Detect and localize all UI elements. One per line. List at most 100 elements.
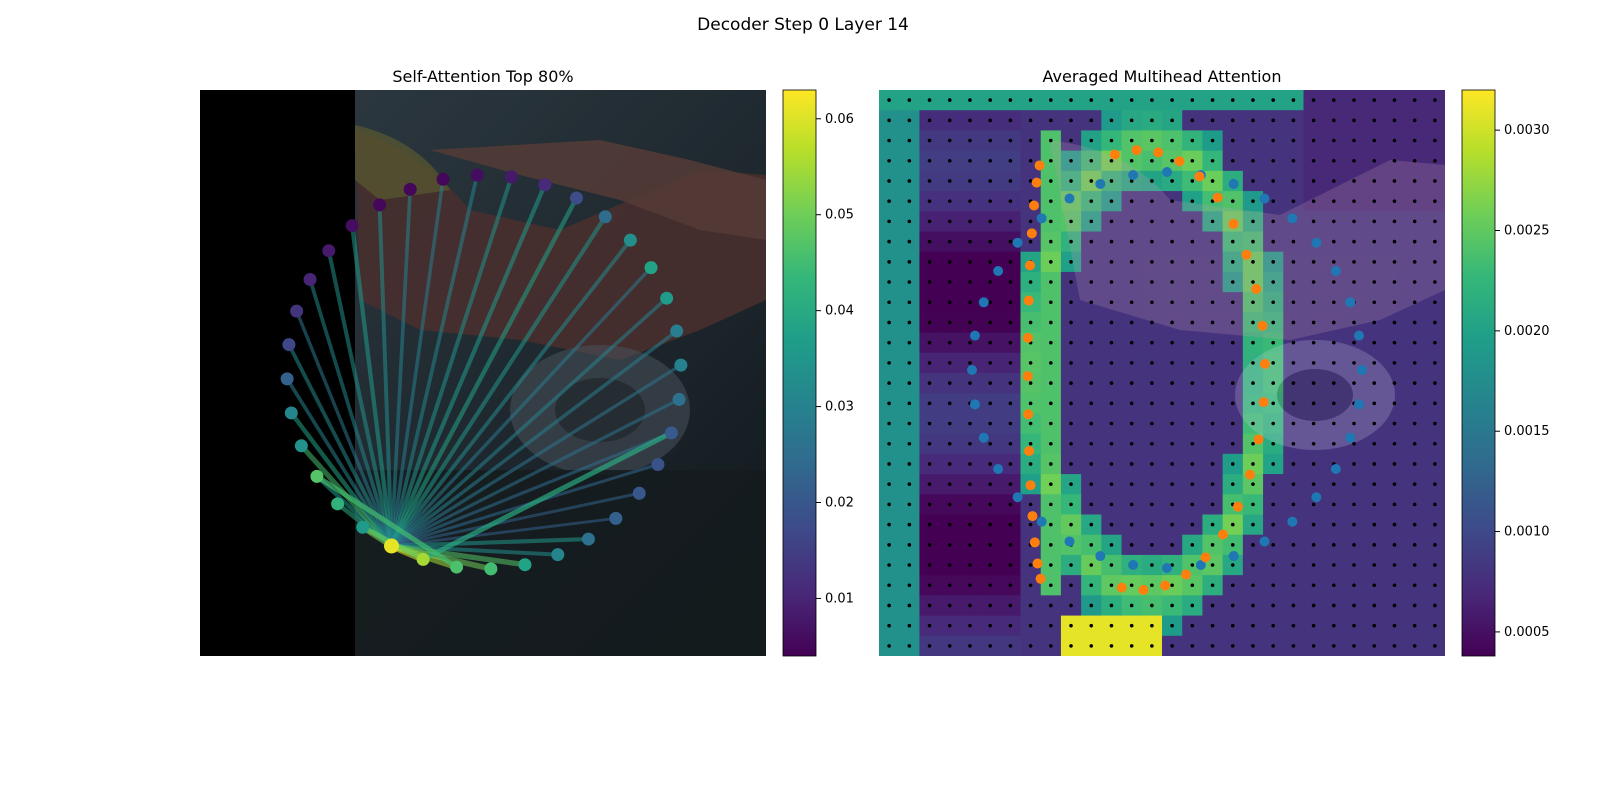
grid-dot xyxy=(1109,340,1114,345)
grid-dot xyxy=(1392,421,1397,426)
grid-dot xyxy=(1251,280,1255,284)
grid-dot xyxy=(1433,138,1437,143)
grid-dot xyxy=(1392,401,1397,406)
grid-dot xyxy=(1170,300,1174,305)
grid-dot xyxy=(1352,239,1356,244)
grid-dot xyxy=(907,502,912,507)
orange-point xyxy=(1116,582,1127,593)
grid-dot xyxy=(1109,543,1114,547)
grid-dot xyxy=(1109,138,1114,143)
grid-dot xyxy=(887,138,891,143)
grid-dot xyxy=(1008,199,1013,203)
grid-dot xyxy=(1028,644,1033,648)
grid-dot xyxy=(947,340,952,345)
grid-dot xyxy=(968,280,972,284)
grid-dot xyxy=(947,260,952,264)
grid-dot xyxy=(1109,603,1114,608)
grid-dot xyxy=(1069,280,1073,284)
grid-dot xyxy=(1251,340,1255,345)
grid-dot xyxy=(1291,401,1296,406)
grid-dot xyxy=(1230,462,1235,466)
grid-dot xyxy=(1170,179,1174,183)
orange-point xyxy=(1035,573,1046,584)
grid-dot xyxy=(1129,462,1134,466)
grid-dot xyxy=(1049,320,1053,325)
grid-dot xyxy=(968,462,972,466)
grid-dot xyxy=(1311,401,1316,406)
grid-dot xyxy=(988,239,992,244)
grid-dot xyxy=(968,320,972,325)
grid-dot xyxy=(1412,320,1417,325)
grid-dot xyxy=(1190,260,1195,264)
grid-dot xyxy=(1008,340,1013,345)
grid-dot xyxy=(1412,462,1417,466)
grid-dot xyxy=(1089,522,1094,527)
grid-dot xyxy=(1271,543,1275,547)
grid-dot xyxy=(1311,158,1316,163)
grid-dot xyxy=(1352,563,1356,567)
colorbar-tick-label: 0.0020 xyxy=(1504,324,1550,339)
grid-dot xyxy=(1251,138,1255,143)
grid-dot xyxy=(1049,138,1053,143)
grid-dot xyxy=(1049,361,1053,365)
grid-dot xyxy=(1433,158,1437,163)
grid-dot xyxy=(1271,381,1275,385)
grid-dot xyxy=(1190,98,1195,102)
grid-dot xyxy=(1311,260,1316,264)
grid-dot xyxy=(1372,583,1377,588)
grid-dot xyxy=(1190,340,1195,345)
grid-dot xyxy=(1170,502,1174,507)
grid-dot xyxy=(1352,381,1356,385)
grid-dot xyxy=(1352,179,1356,183)
grid-dot xyxy=(1332,543,1336,547)
blue-point xyxy=(1012,492,1023,503)
left-colorbar: 0.01 0.02 0.03 0.04 0.05 0.06 xyxy=(782,89,854,657)
attention-edge xyxy=(285,377,394,547)
grid-dot xyxy=(1109,381,1114,385)
grid-dot xyxy=(1230,260,1235,264)
grid-dot xyxy=(1332,138,1336,143)
grid-dot xyxy=(988,401,992,406)
grid-dot xyxy=(1372,401,1377,406)
attention-node xyxy=(632,486,646,500)
grid-dot xyxy=(1352,421,1356,426)
grid-dot xyxy=(1433,623,1437,628)
grid-dot xyxy=(1271,239,1275,244)
grid-dot xyxy=(1049,280,1053,284)
grid-dot xyxy=(1069,563,1073,567)
grid-dot xyxy=(1433,563,1437,567)
grid-dot xyxy=(1069,300,1073,305)
grid-dot xyxy=(1352,623,1356,628)
grid-dot xyxy=(1049,158,1053,163)
grid-dot xyxy=(1089,381,1094,385)
grid-dot xyxy=(887,300,891,305)
grid-dot xyxy=(887,179,891,183)
grid-dot xyxy=(1251,502,1255,507)
grid-dot xyxy=(988,563,992,567)
orange-point xyxy=(1258,397,1269,408)
grid-dot xyxy=(1069,361,1073,365)
grid-dot xyxy=(1210,401,1215,406)
grid-dot xyxy=(1311,300,1316,305)
grid-dot xyxy=(1352,158,1356,163)
grid-dot xyxy=(1291,563,1296,567)
blue-point xyxy=(1311,237,1322,248)
attention-node xyxy=(644,261,658,275)
grid-dot xyxy=(1109,644,1114,648)
grid-dot xyxy=(927,199,932,203)
black-padding-region xyxy=(200,90,355,656)
orange-point xyxy=(1027,511,1038,522)
multihead-attention-panel: Averaged Multihead Attention 0.0005 0.001… xyxy=(879,67,1550,657)
left-panel-title: Self-Attention Top 80% xyxy=(392,67,573,86)
grid-dot xyxy=(1089,543,1094,547)
blue-point xyxy=(1012,237,1023,248)
grid-dot xyxy=(1251,118,1255,123)
grid-dot xyxy=(1028,361,1033,365)
grid-dot xyxy=(1150,118,1154,123)
grid-dot xyxy=(1210,603,1215,608)
grid-dot xyxy=(1271,179,1275,183)
grid-dot xyxy=(1049,583,1053,588)
grid-dot xyxy=(1291,300,1296,305)
grid-dot xyxy=(1109,462,1114,466)
grid-dot xyxy=(1372,239,1377,244)
